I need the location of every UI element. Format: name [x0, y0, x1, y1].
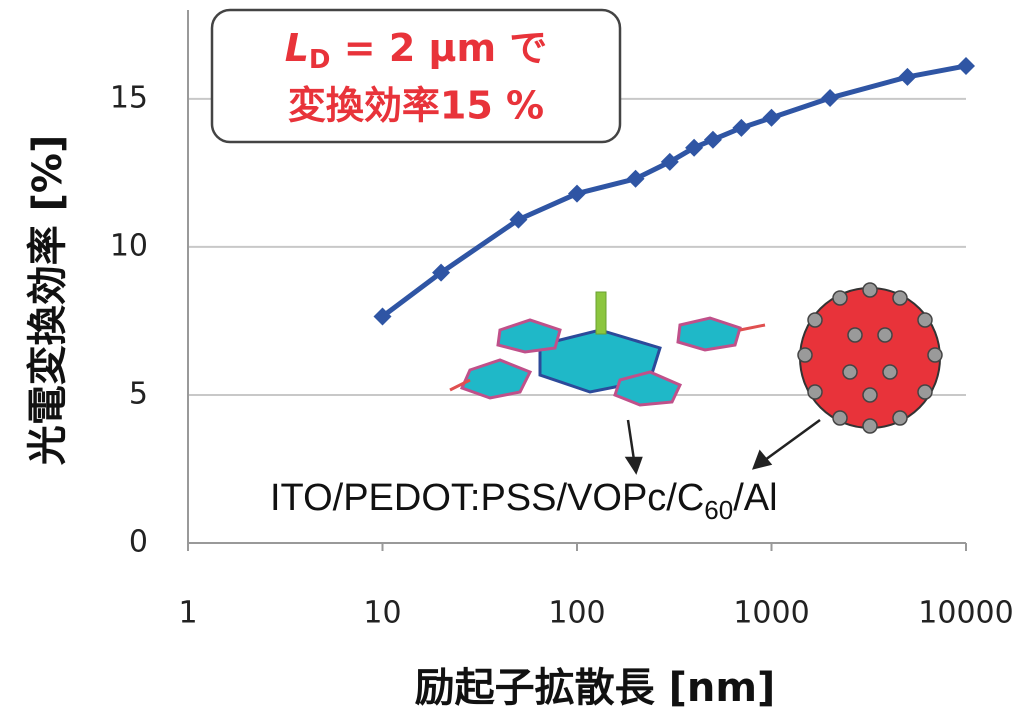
x-tick-label: 1000 [733, 596, 809, 631]
x-tick-label: 10 [363, 596, 401, 631]
data-point [732, 119, 750, 137]
data-point [821, 89, 839, 107]
data-point [898, 68, 916, 86]
vopc-molecule [450, 292, 765, 405]
data-point [627, 170, 645, 188]
x-tick-label: 1 [178, 596, 197, 631]
arrows [627, 420, 820, 472]
device-structure: ITO/PEDOT:PSS/VOPc/C60/Al [270, 477, 778, 525]
y-tick-label: 15 [110, 80, 148, 115]
x-axis-label: 励起子拡散長 [nm] [415, 665, 776, 711]
c60-molecule [798, 283, 942, 433]
y-tick-label: 0 [129, 525, 148, 560]
device-tail: /Al [733, 477, 777, 519]
y-tick-label: 10 [110, 228, 148, 263]
annotation-symbol: L [285, 26, 309, 70]
y-tick-label: 5 [129, 376, 148, 411]
data-point [704, 131, 722, 149]
data-point [568, 185, 586, 203]
x-tick-label: 100 [548, 596, 605, 631]
annotation-subscript: D [309, 45, 331, 75]
y-axis-label: 光電変換効率 [%] [25, 135, 71, 466]
x-tick-label: 10000 [918, 596, 1013, 631]
annotation-rest: = 2 μm で [331, 26, 548, 70]
data-point [957, 57, 975, 75]
data-point [763, 109, 781, 127]
chart: LD = 2 μm で 変換効率15 % ITO/PEDOT:PSS/VOPc/… [0, 0, 1036, 716]
device-subscript: 60 [704, 495, 733, 525]
device-main: ITO/PEDOT:PSS/VOPc/C [270, 477, 704, 519]
annotation-line2: 変換効率15 % [288, 84, 544, 128]
